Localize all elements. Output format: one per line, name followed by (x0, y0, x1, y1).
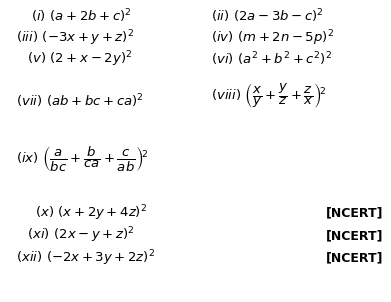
Text: [NCERT]: [NCERT] (326, 252, 383, 265)
Text: [NCERT]: [NCERT] (326, 206, 383, 220)
Text: $(vi)$ $(a^2 + b^2 + c^2)^2$: $(vi)$ $(a^2 + b^2 + c^2)^2$ (211, 50, 332, 68)
Text: $(vii)$ $(ab + bc + ca)^2$: $(vii)$ $(ab + bc + ca)^2$ (16, 92, 143, 110)
Text: $(v)$ $(2 + x - 2y)^2$: $(v)$ $(2 + x - 2y)^2$ (27, 49, 133, 69)
Text: $(xi)$ $(2x - y + z)^2$: $(xi)$ $(2x - y + z)^2$ (27, 226, 135, 245)
Text: $(xii)$ $(-2x + 3y + 2z)^2$: $(xii)$ $(-2x + 3y + 2z)^2$ (16, 249, 155, 268)
Text: $(viii)$ $\left(\dfrac{x}{y}+\dfrac{y}{z}+\dfrac{z}{x}\right)^{\!2}$: $(viii)$ $\left(\dfrac{x}{y}+\dfrac{y}{z… (211, 81, 327, 110)
Text: $(i)$ $(a + 2b + c)^2$: $(i)$ $(a + 2b + c)^2$ (31, 8, 132, 25)
Text: $(iii)$ $(-3x + y + z)^2$: $(iii)$ $(-3x + y + z)^2$ (16, 28, 134, 47)
Text: $(iv)$ $(m + 2n - 5p)^2$: $(iv)$ $(m + 2n - 5p)^2$ (211, 28, 334, 47)
Text: [NCERT]: [NCERT] (326, 229, 383, 242)
Text: $(ix)$ $\left(\dfrac{a}{bc}+\dfrac{b}{ca}+\dfrac{c}{ab}\right)^{\!2}$: $(ix)$ $\left(\dfrac{a}{bc}+\dfrac{b}{ca… (16, 144, 148, 173)
Text: $(x)$ $(x + 2y + 4z)^2$: $(x)$ $(x + 2y + 4z)^2$ (35, 203, 147, 223)
Text: $(ii)$ $(2a - 3b - c)^2$: $(ii)$ $(2a - 3b - c)^2$ (211, 8, 324, 25)
